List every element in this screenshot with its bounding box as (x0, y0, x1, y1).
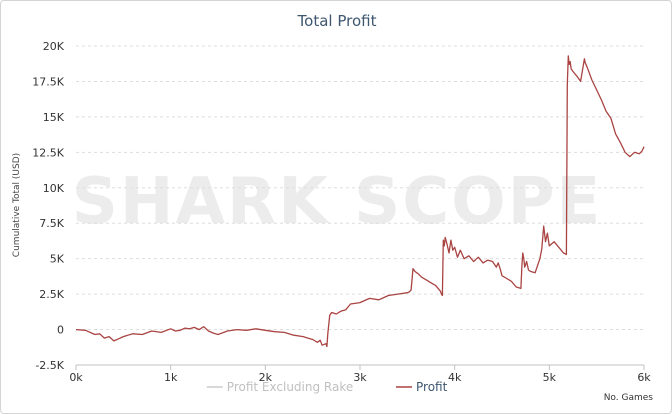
x-tick-label: 6k (637, 371, 651, 384)
y-tick-label: 12.5K (32, 146, 64, 159)
x-tick-label: 4k (448, 371, 462, 384)
y-tick-label: -2.5K (35, 359, 64, 372)
y-tick-label: 5K (50, 253, 65, 266)
y-axis-label: Cumulative Total (USD) (12, 153, 22, 257)
y-tick-label: 17.5K (32, 75, 64, 88)
y-tick-label: 2.5K (39, 288, 64, 301)
x-tick-label: 1k (164, 371, 178, 384)
y-tick-label: 0 (57, 324, 64, 337)
y-tick-label: 10K (43, 182, 65, 195)
y-tick-label: 7.5K (39, 217, 64, 230)
x-axis-label: No. Games (604, 393, 654, 403)
x-tick-label: 2k (259, 371, 273, 384)
axes: 20K 17.5K 15K 12.5K 10K 7.5K 5K 2.5K 0 -2.5K 0k 1k 2… (32, 40, 651, 384)
series-layer (75, 55, 645, 348)
x-tick-label: 3k (353, 371, 367, 384)
x-tick-label: 5k (543, 371, 557, 384)
watermark-text: SHARK SCOPE (72, 165, 602, 239)
series-line-profit (75, 55, 645, 348)
legend: Profit Excluding Rake Profit (206, 380, 448, 394)
legend-label: Profit Excluding Rake (227, 380, 353, 394)
y-tick-label: 15K (43, 111, 65, 124)
x-tick-label: 0k (69, 371, 83, 384)
legend-label: Profit (416, 380, 448, 394)
chart-title: Total Profit (297, 12, 377, 30)
y-tick-label: 20K (43, 40, 65, 53)
